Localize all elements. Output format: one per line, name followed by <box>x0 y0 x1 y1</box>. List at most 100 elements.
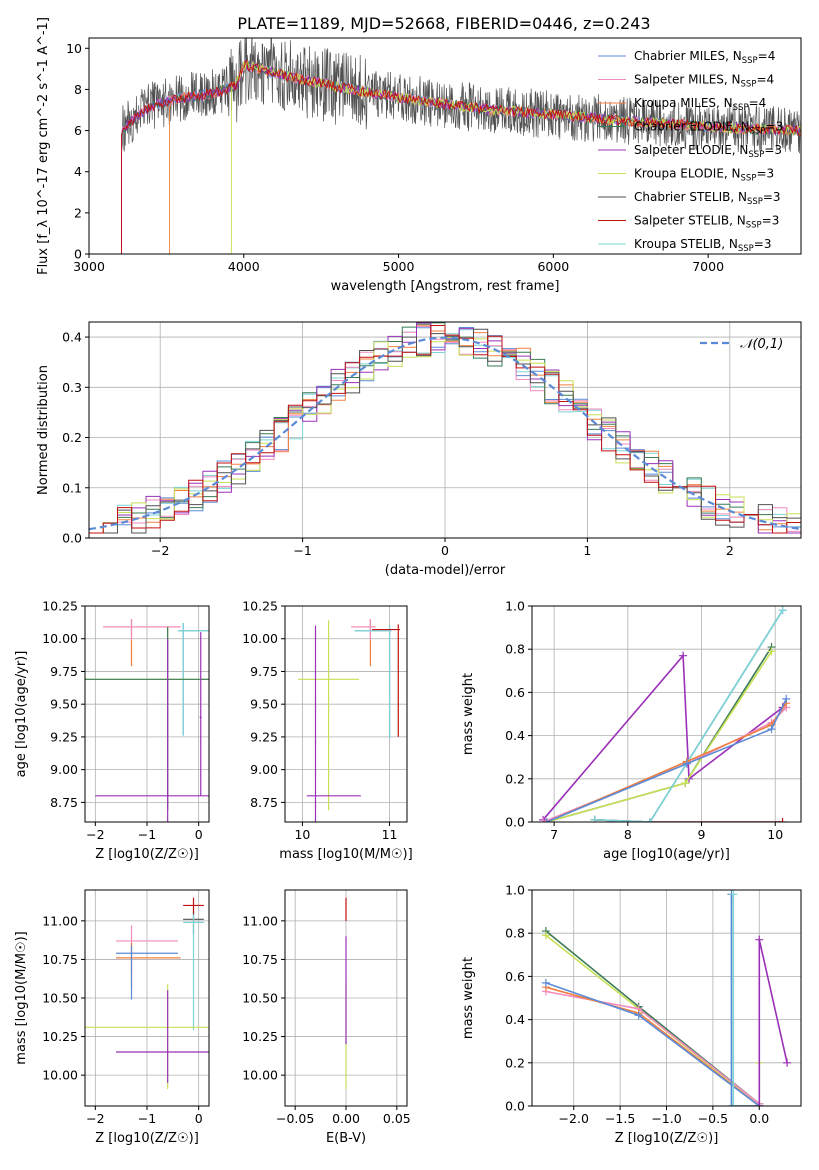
y-tick-label: 10.50 <box>42 991 78 1006</box>
legend-label-sub: SSP <box>733 103 749 113</box>
y-tick-label: 1.0 <box>505 883 525 898</box>
y-tick-label: 11.00 <box>42 913 78 928</box>
legend-label-text: Salpeter ELODIE, N <box>634 143 748 157</box>
x-tick-label: −1 <box>293 543 311 558</box>
weight-point-marker <box>755 935 764 944</box>
weight-point-marker <box>682 759 691 768</box>
weight-point-marker <box>778 818 787 822</box>
legend-label: Kroupa ELODIE, NSSP=3 <box>634 167 774 184</box>
frame-weight_vs_age: 7 8 9 10 0.0 0.2 0.4 0.6 0.8 1.0 age [log10(age/yr… <box>461 599 802 862</box>
x-tick-label: 10 <box>294 827 310 842</box>
y-tick-label: 9.50 <box>250 697 278 712</box>
y-tick-label: 10 <box>66 41 82 56</box>
weight-series-line <box>546 698 788 822</box>
x-tick-label: −0.5 <box>698 1111 728 1126</box>
axes-weight_vs_Z <box>532 889 801 1107</box>
legend-label-sub: SSP <box>741 174 757 184</box>
frame-spectrum: 3000 4000 5000 6000 7000 0 2 4 6 8 10 wavelength [A… <box>36 17 802 294</box>
y-axis-label: Normed distribution <box>36 365 51 495</box>
y-axis-label: mass [log10(M/M☉)] <box>14 931 29 1064</box>
legend-label-text: Salpeter MILES, N <box>634 73 741 87</box>
plot-area <box>532 606 801 822</box>
legend-label-text: Kroupa MILES, N <box>634 96 733 110</box>
y-tick-label: 10.00 <box>42 631 78 646</box>
weight-point-marker <box>755 1102 764 1106</box>
weight-point-marker <box>679 651 688 660</box>
weight-point-marker <box>767 647 776 656</box>
y-axis-label: mass weight <box>461 957 476 1039</box>
plot-content-weight_vs_age <box>539 606 791 822</box>
errorbar-point <box>298 620 360 811</box>
y-axis-label: mass weight <box>461 673 476 755</box>
x-tick-label: 10 <box>767 827 783 842</box>
y-tick-label: 10.00 <box>242 1068 278 1083</box>
y-tick-label: 0.4 <box>505 728 525 743</box>
axes-frame <box>88 37 802 255</box>
y-tick-label: 9.00 <box>250 762 278 777</box>
y-tick-label: 9.75 <box>50 664 78 679</box>
y-tick-label: 2 <box>74 205 82 220</box>
legend-label-sub: SSP <box>750 127 766 137</box>
axes-age_vs_Z <box>85 605 209 822</box>
y-tick-label: 0.2 <box>505 771 525 786</box>
y-tick-label: 0.6 <box>505 685 525 700</box>
x-tick-label: 0 <box>441 543 449 558</box>
x-tick-label: 5000 <box>383 259 415 274</box>
x-tick-label: 8 <box>624 827 632 842</box>
legend-label-sub: SSP <box>742 56 758 66</box>
y-tick-label: 9.00 <box>50 762 78 777</box>
spectrum-series-line <box>121 38 801 254</box>
x-tick-label: 1 <box>583 543 591 558</box>
frame-mass_vs_ebv: −0.05 0.00 0.05 10.00 10.25 10.50 10.75 11.00 E(… <box>242 889 411 1146</box>
weight-point-marker <box>767 725 776 734</box>
y-tick-label: 0.4 <box>505 1012 525 1027</box>
axes-weight_vs_age <box>532 605 801 823</box>
errorbar-point <box>199 632 202 796</box>
y-tick-label: 6 <box>74 123 82 138</box>
legend-label-n: =3 <box>754 237 772 251</box>
x-tick-label: 0.0 <box>749 1111 769 1126</box>
y-tick-label: 0.6 <box>505 969 525 984</box>
legend-label-n: =3 <box>763 190 781 204</box>
legend-label-n: =4 <box>749 96 767 110</box>
weight-point-marker <box>727 1102 736 1106</box>
legend-label-sub: SSP <box>746 221 762 231</box>
legend-label: Chabrier STELIB, NSSP=3 <box>634 190 781 207</box>
weight-point-marker <box>783 1058 792 1067</box>
x-tick-label: 0 <box>195 1111 203 1126</box>
errorbar-point <box>183 914 204 1031</box>
legend-label-sub: SSP <box>747 197 763 207</box>
axes-residuals <box>89 322 801 539</box>
legend-label: Kroupa STELIB, NSSP=3 <box>634 237 772 254</box>
x-axis-label: mass [log10(M/M☉)] <box>279 847 412 862</box>
legend-label-n: =4 <box>758 49 776 63</box>
x-tick-label: −1 <box>138 827 156 842</box>
spectrum-series-line <box>230 60 801 254</box>
x-tick-label: −2 <box>151 543 169 558</box>
weight-point-marker <box>634 1011 643 1020</box>
weight-point-marker <box>539 818 548 822</box>
x-tick-label: −2 <box>86 1111 104 1126</box>
legend-label-text: Kroupa ELODIE, N <box>634 167 741 181</box>
weight-series-line <box>730 894 760 1106</box>
y-tick-label: 0.8 <box>505 926 525 941</box>
axes-mass_vs_Z <box>85 890 209 1106</box>
figure-title: PLATE=1189, MJD=52668, FIBERID=0446, z=0… <box>237 14 650 33</box>
errorbar-point <box>354 625 392 739</box>
axes-frame <box>531 605 802 823</box>
y-tick-label: 0 <box>74 247 82 262</box>
legend-label: Chabrier ELODIE, NSSP=3 <box>634 120 783 137</box>
residual-legend: 𝒩(0,1) <box>700 337 783 352</box>
weight-series-line <box>594 609 784 822</box>
y-tick-label: 0.1 <box>62 480 82 495</box>
frame-age_vs_mass: 10 11 8.75 9.00 9.25 9.50 9.75 10.00 10.25 mass [… <box>242 599 413 863</box>
legend-label-n: =4 <box>756 73 774 87</box>
errorbar-point <box>116 945 178 1000</box>
y-tick-label: 11.00 <box>242 913 278 928</box>
y-tick-label: 10.75 <box>242 952 278 967</box>
y-tick-label: 10.00 <box>42 1068 78 1083</box>
y-tick-label: 0.8 <box>505 642 525 657</box>
legend-label-n: =3 <box>762 214 780 228</box>
legend-label-n: =3 <box>756 167 774 181</box>
x-axis-label: wavelength [Angstrom, rest frame] <box>331 279 560 294</box>
